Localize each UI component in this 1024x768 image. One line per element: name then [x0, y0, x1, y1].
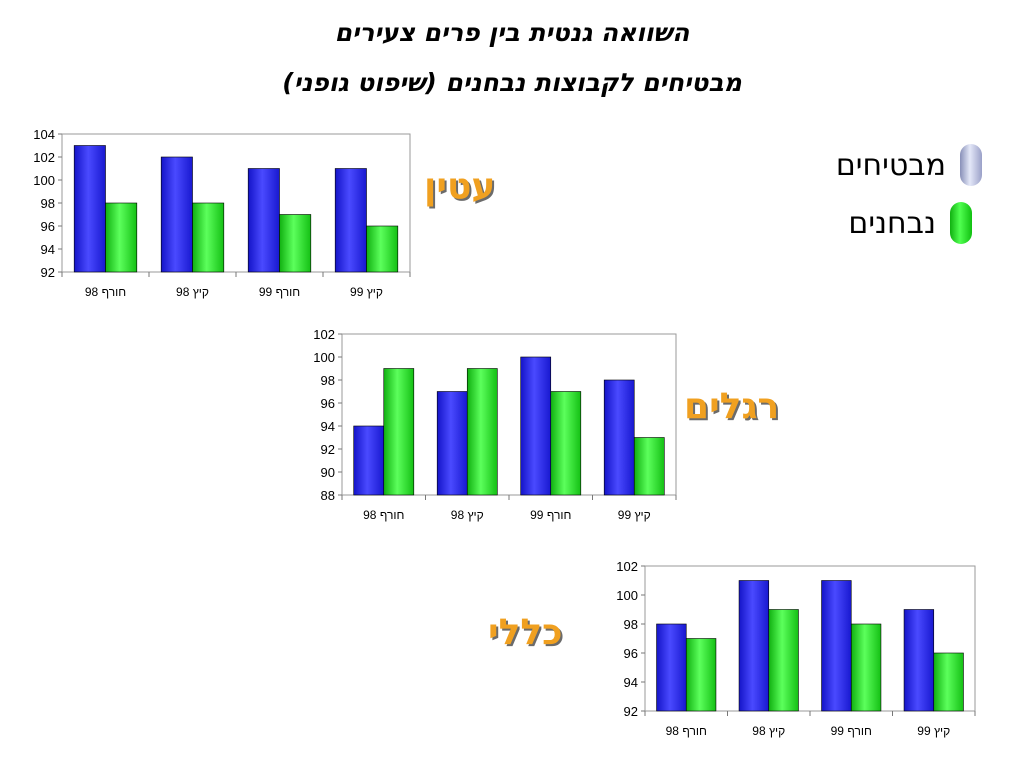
bar-promising	[247, 168, 280, 273]
page-subtitle: מבטיחים לקבוצות נבחנים (שיפוט גופני)	[282, 68, 742, 97]
y-tick-label: 104	[33, 127, 55, 142]
x-tick-label: חורף 99	[530, 508, 571, 522]
bar-promising	[821, 580, 852, 712]
bar-tested	[383, 368, 415, 496]
y-tick-label: 98	[321, 373, 335, 388]
bar-tested	[366, 225, 399, 273]
bar-tested	[633, 437, 665, 496]
bar-tested	[279, 214, 312, 273]
legend-label-tested: נבחנים	[848, 205, 936, 241]
bar-promising	[903, 609, 935, 712]
bar-tested	[466, 368, 498, 496]
x-tick-label: קיץ 98	[451, 508, 484, 522]
x-tick-label: חורף 98	[666, 724, 707, 738]
x-tick-label: חורף 98	[363, 508, 404, 522]
y-tick-label: 102	[616, 559, 638, 574]
y-tick-label: 100	[33, 173, 55, 188]
y-tick-label: 96	[41, 219, 55, 234]
y-tick-label: 96	[321, 396, 335, 411]
y-tick-label: 102	[33, 150, 55, 165]
y-tick-label: 98	[41, 196, 55, 211]
bar-promising	[334, 168, 367, 273]
bar-promising	[73, 145, 106, 273]
page-title: השוואה גנטית בין פרים צעירים	[334, 18, 690, 47]
chart-overall: 92 94 96 98 100 102 חורף 98 קיץ 98 חורף 99 קיץ 99	[616, 559, 976, 738]
legend-item-promising: מבטיחים	[836, 144, 982, 186]
x-tick-label: חורף 99	[831, 724, 872, 738]
bar-promising	[520, 356, 552, 496]
legend-label-promising: מבטיחים	[835, 147, 946, 183]
x-tick-label: קיץ 99	[350, 285, 383, 299]
bar-tested	[105, 202, 138, 273]
chart-title-legs: רגלים	[684, 386, 780, 427]
y-tick-label: 100	[616, 588, 638, 603]
bar-promising	[436, 391, 468, 496]
x-tick-label: חורף 99	[259, 285, 300, 299]
x-tick-label: קיץ 98	[752, 724, 785, 738]
bar-promising	[160, 156, 193, 273]
chart-title-overall: כללי	[488, 612, 563, 653]
x-tick-label: קיץ 99	[618, 508, 651, 522]
y-tick-label: 96	[624, 646, 638, 661]
y-tick-label: 94	[624, 675, 638, 690]
bar-promising	[603, 379, 635, 496]
chart-udder: 92 94 96 98 100 102 104 חורף 98 קיץ 98 חורף 99 קיץ…	[33, 127, 411, 299]
y-tick-label: 90	[321, 465, 335, 480]
chart-title-udder: עטין	[424, 166, 496, 207]
x-tick-label: חורף 98	[85, 285, 126, 299]
bar-tested	[550, 391, 582, 496]
x-tick-label: קיץ 99	[917, 724, 950, 738]
bar-tested	[933, 652, 964, 712]
legend-swatch-tested	[950, 202, 972, 244]
bar-promising	[738, 580, 770, 712]
y-tick-label: 98	[624, 617, 638, 632]
bar-tested	[685, 638, 717, 712]
bar-tested	[768, 609, 799, 712]
y-tick-label: 92	[41, 265, 55, 280]
bar-promising	[656, 623, 687, 712]
bar-promising	[353, 425, 385, 496]
bar-tested	[850, 623, 882, 712]
bar-tested	[192, 202, 225, 273]
y-tick-label: 94	[321, 419, 335, 434]
y-tick-label: 94	[41, 242, 55, 257]
y-tick-label: 100	[313, 350, 335, 365]
y-tick-label: 102	[313, 327, 335, 342]
x-tick-label: קיץ 98	[176, 285, 209, 299]
y-tick-label: 88	[321, 488, 335, 503]
chart-legs: 88 90 92 94 96 98 100 102 חורף 98 קיץ 98 חורף 99 קי…	[313, 327, 677, 522]
y-tick-label: 92	[321, 442, 335, 457]
y-tick-label: 92	[624, 704, 638, 719]
legend-item-tested: נבחנים	[848, 202, 972, 244]
legend-swatch-promising	[960, 144, 982, 186]
